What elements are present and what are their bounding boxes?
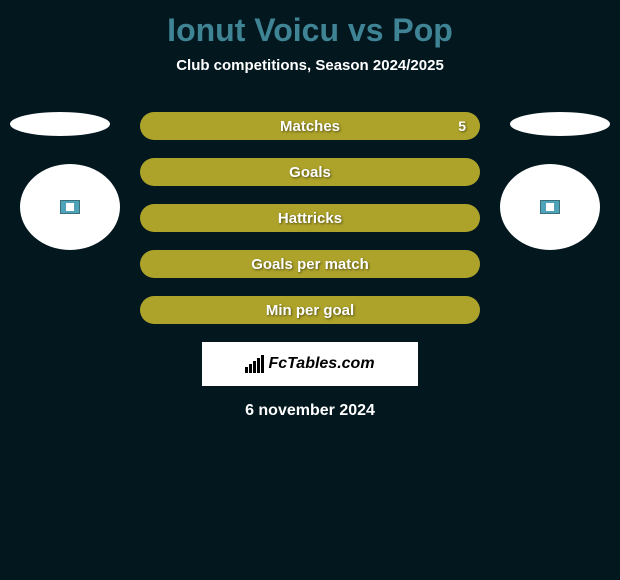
stat-value-right: 5 [458, 118, 466, 134]
logo-content: FcTables.com [245, 355, 374, 373]
stat-row-goals-per-match: Goals per match [140, 250, 480, 278]
page-title: Ionut Voicu vs Pop [0, 0, 620, 49]
stat-label: Hattricks [278, 210, 342, 227]
stats-container: Matches 5 Goals Hattricks Goals per matc… [0, 112, 620, 324]
stat-row-hattricks: Hattricks [140, 204, 480, 232]
chart-icon [245, 355, 264, 373]
stat-label: Goals per match [251, 256, 369, 273]
player-left-ellipse [10, 112, 110, 136]
placeholder-icon [60, 200, 80, 214]
stat-label: Min per goal [266, 302, 354, 319]
placeholder-icon [540, 200, 560, 214]
stat-label: Goals [289, 164, 331, 181]
logo-text: FcTables.com [268, 355, 374, 373]
footer-logo[interactable]: FcTables.com [202, 342, 418, 386]
page-subtitle: Club competitions, Season 2024/2025 [0, 57, 620, 74]
stat-rows: Matches 5 Goals Hattricks Goals per matc… [140, 112, 480, 324]
stat-row-goals: Goals [140, 158, 480, 186]
stat-row-matches: Matches 5 [140, 112, 480, 140]
player-right-ellipse [510, 112, 610, 136]
stat-row-min-per-goal: Min per goal [140, 296, 480, 324]
player-left-avatar [20, 164, 120, 250]
stat-label: Matches [280, 118, 340, 135]
player-right-avatar [500, 164, 600, 250]
footer-date: 6 november 2024 [0, 402, 620, 420]
